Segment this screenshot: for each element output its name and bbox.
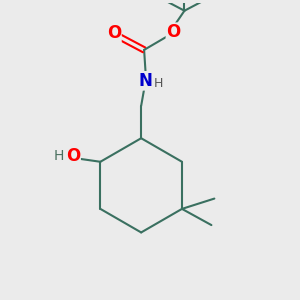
Text: O: O (107, 24, 121, 42)
Text: H: H (153, 77, 163, 90)
Text: N: N (139, 72, 152, 90)
Text: O: O (66, 147, 80, 165)
Text: O: O (167, 23, 181, 41)
Text: H: H (54, 149, 64, 163)
